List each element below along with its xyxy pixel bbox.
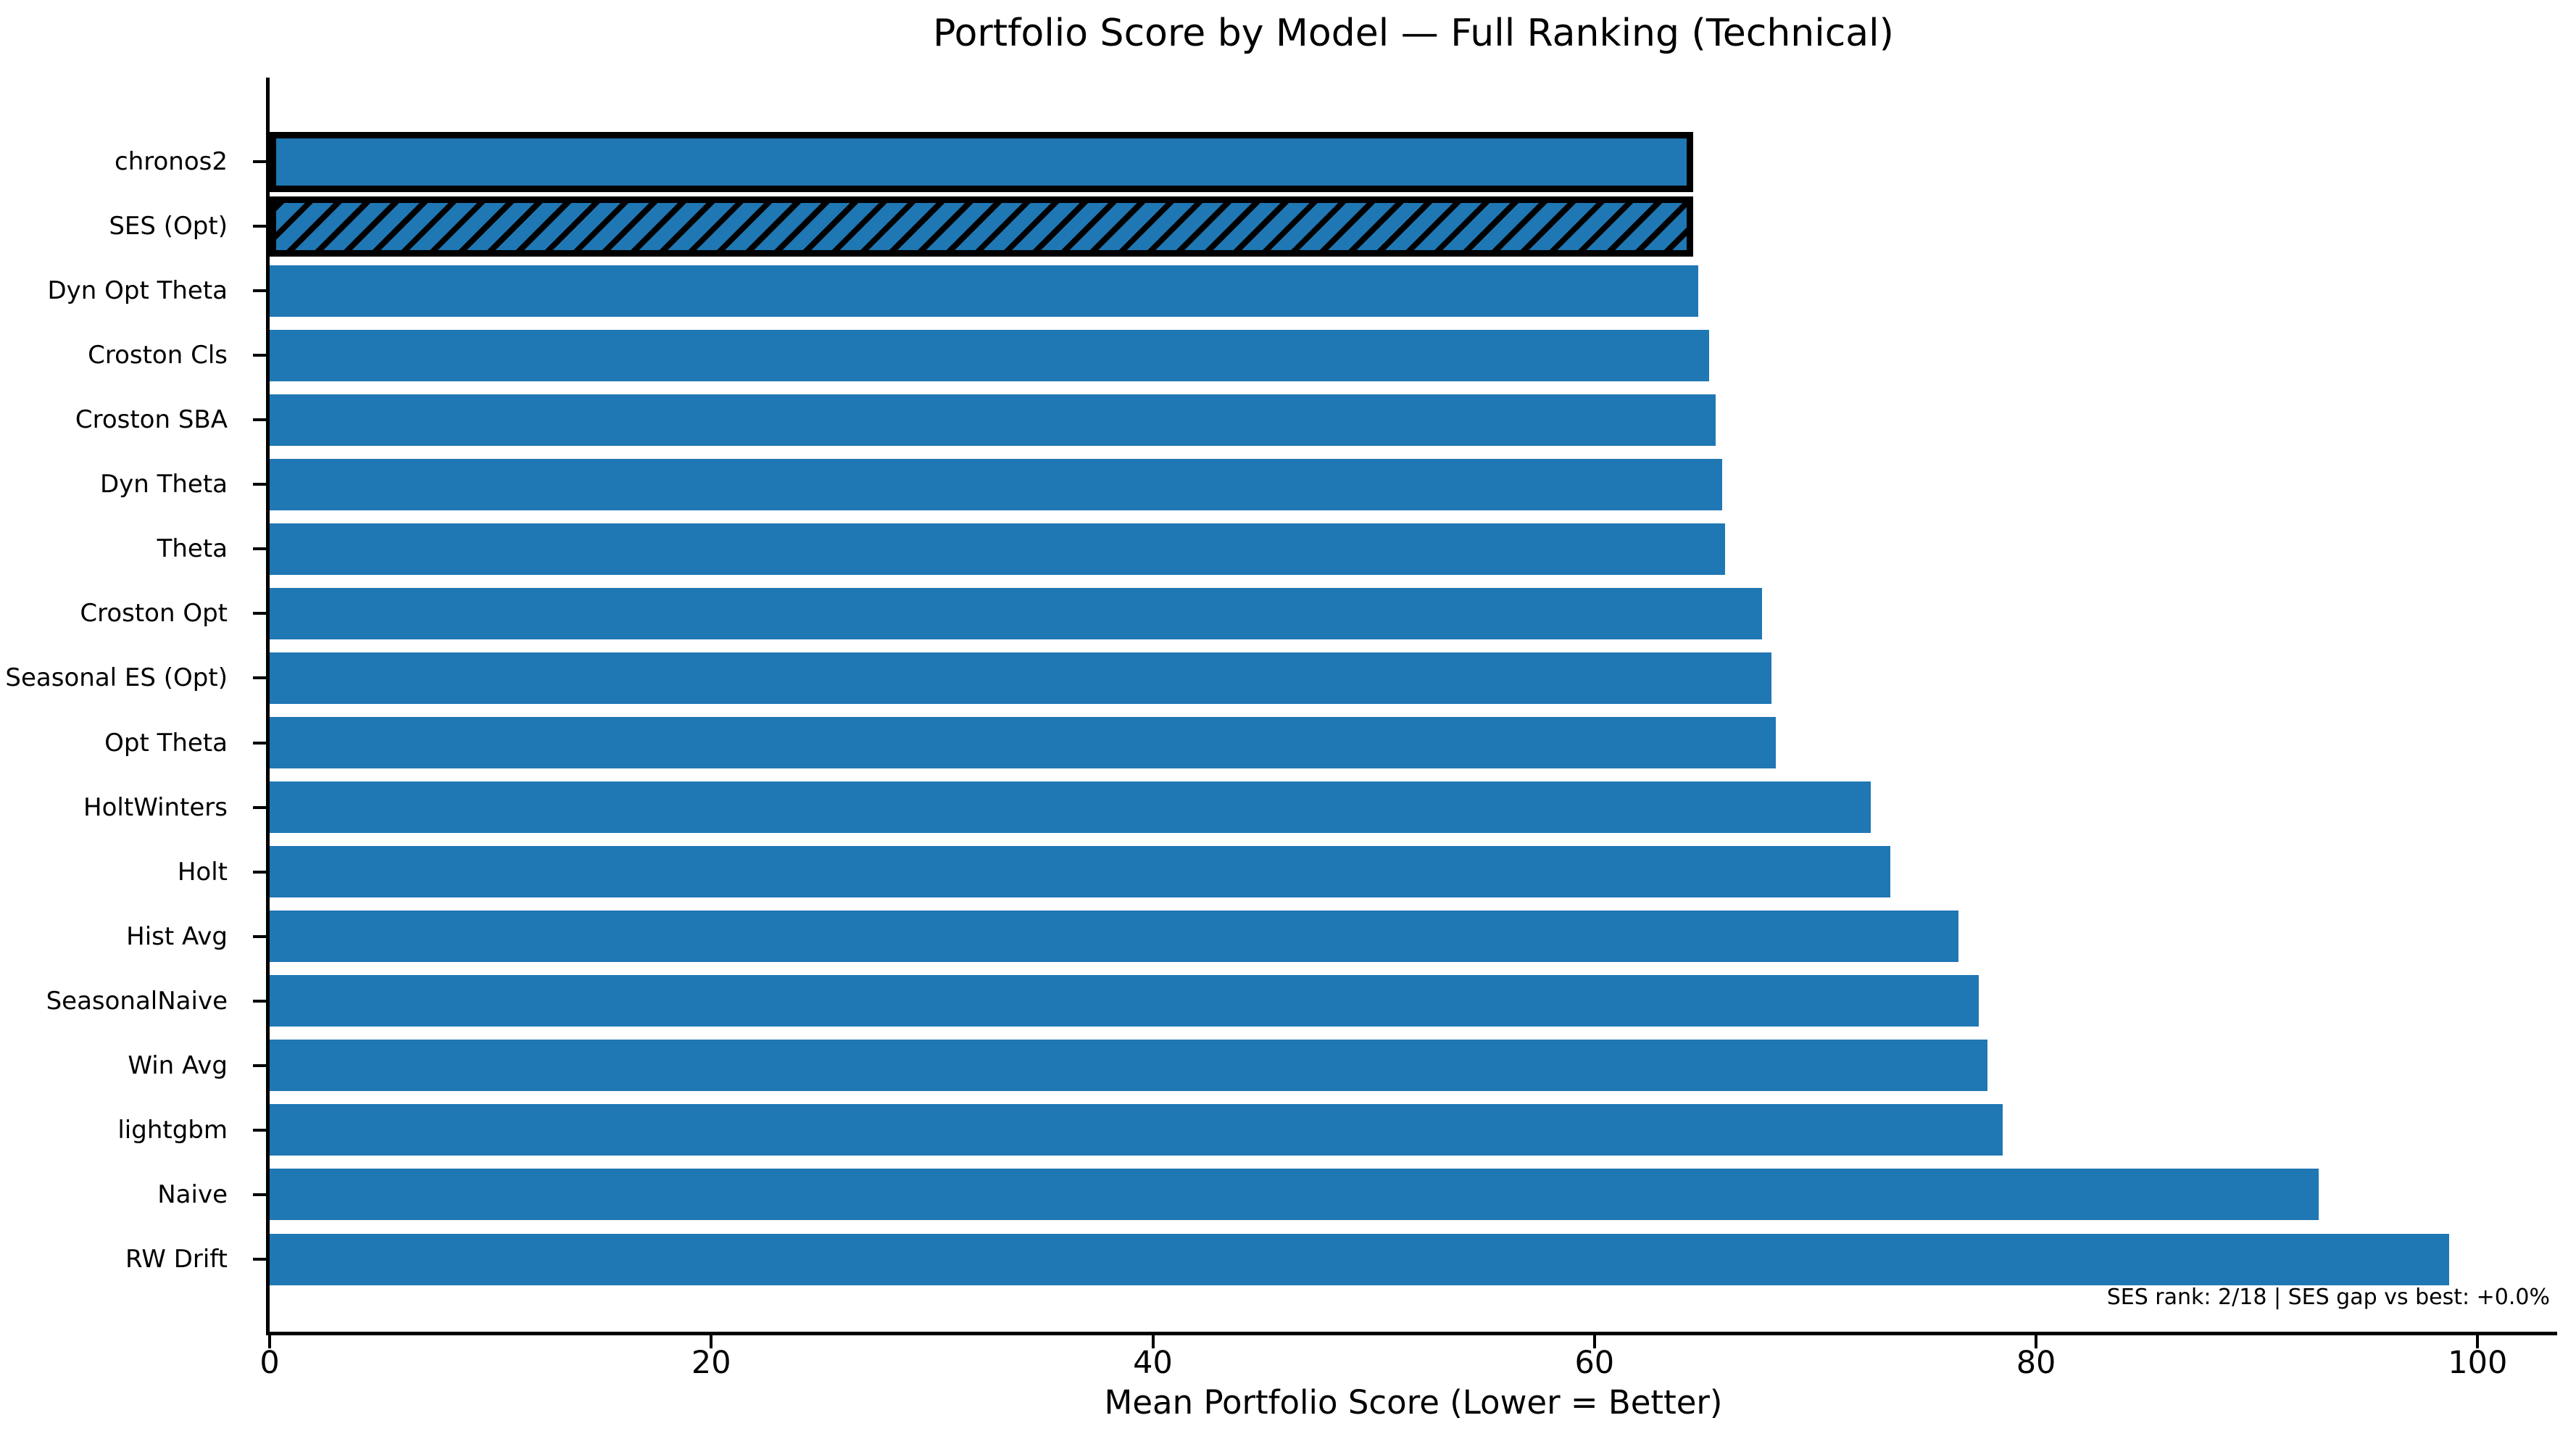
bar-theta	[270, 523, 1725, 575]
y-tick-label-seasonalnaive: SeasonalNaive	[46, 986, 228, 1016]
y-tick-label-lightgbm: lightgbm	[117, 1115, 228, 1145]
y-tick-mark	[253, 225, 266, 228]
x-tick-label-40: 40	[1133, 1345, 1173, 1381]
bar-holt	[270, 846, 1890, 898]
y-tick-label-theta: Theta	[157, 534, 228, 564]
y-tick-label-holt: Holt	[177, 857, 228, 887]
x-axis-title: Mean Portfolio Score (Lower = Better)	[1104, 1383, 1723, 1422]
y-tick-mark	[253, 612, 266, 615]
bar-naive	[270, 1169, 2319, 1221]
bar-seasonal-es-opt	[270, 652, 1771, 704]
y-tick-mark	[253, 354, 266, 357]
x-tick-mark	[268, 1335, 271, 1348]
y-tick-label-opt-theta: Opt Theta	[104, 728, 228, 758]
x-tick-mark	[1592, 1335, 1596, 1348]
x-tick-label-0: 0	[259, 1345, 280, 1381]
chart-title: Portfolio Score by Model — Full Ranking …	[933, 12, 1894, 55]
y-tick-mark	[253, 999, 266, 1003]
bar-ses-opt	[270, 196, 1693, 257]
y-tick-label-croston-cls: Croston Cls	[88, 341, 228, 370]
bar-croston-sba	[270, 394, 1716, 446]
y-tick-mark	[253, 418, 266, 422]
y-tick-mark	[253, 805, 266, 809]
bar-rw-drift	[270, 1233, 2449, 1285]
bar-seasonalnaive	[270, 975, 1979, 1027]
y-tick-label-croston-sba: Croston SBA	[75, 405, 228, 435]
y-tick-mark	[253, 547, 266, 551]
y-tick-label-rw-drift: RW Drift	[125, 1245, 228, 1274]
y-tick-label-croston-opt: Croston Opt	[80, 599, 228, 629]
y-tick-mark	[253, 1193, 266, 1196]
y-tick-mark	[253, 741, 266, 745]
bar-croston-cls	[270, 329, 1709, 381]
x-tick-mark	[710, 1335, 713, 1348]
y-tick-mark	[253, 160, 266, 163]
y-tick-mark	[253, 483, 266, 486]
bar-dyn-opt-theta	[270, 265, 1698, 317]
bar-holtwinters	[270, 781, 1871, 834]
x-tick-label-80: 80	[2016, 1345, 2056, 1381]
y-axis-line	[266, 78, 270, 1335]
y-tick-label-hist-avg: Hist Avg	[126, 921, 228, 951]
y-tick-label-seasonal-es-opt: Seasonal ES (Opt)	[5, 663, 228, 693]
bar-opt-theta	[270, 717, 1776, 769]
y-tick-mark	[253, 1063, 266, 1067]
x-tick-mark	[1151, 1335, 1155, 1348]
x-tick-label-100: 100	[2448, 1345, 2508, 1381]
bar-croston-opt	[270, 587, 1762, 639]
y-tick-mark	[253, 870, 266, 874]
plot-area: chronos2 SES (Opt) Dyn Opt Theta Croston Cl…	[5, 78, 2557, 1381]
y-tick-mark	[253, 934, 266, 938]
y-tick-label-ses-opt: SES (Opt)	[109, 212, 228, 241]
x-tick-label-20: 20	[691, 1345, 731, 1381]
annotation-ses-rank: SES rank: 2/18 | SES gap vs best: +0.0%	[2106, 1285, 2550, 1310]
x-tick-label-60: 60	[1574, 1345, 1615, 1381]
y-tick-mark	[253, 1258, 266, 1261]
bar-dyn-theta	[270, 458, 1722, 510]
y-tick-mark	[253, 289, 266, 293]
y-tick-label-dyn-opt-theta: Dyn Opt Theta	[47, 276, 228, 306]
y-tick-label-win-avg: Win Avg	[128, 1050, 228, 1080]
bar-hist-avg	[270, 911, 1958, 963]
x-tick-mark	[2476, 1335, 2480, 1348]
bar-chronos2	[270, 131, 1693, 192]
y-tick-label-naive: Naive	[157, 1179, 228, 1209]
y-tick-label-chronos2: chronos2	[115, 147, 228, 176]
y-tick-label-holtwinters: HoltWinters	[83, 792, 228, 822]
y-tick-mark	[253, 1128, 266, 1132]
x-tick-mark	[2035, 1335, 2038, 1348]
y-tick-mark	[253, 676, 266, 680]
bar-win-avg	[270, 1040, 1987, 1092]
y-tick-label-dyn-theta: Dyn Theta	[99, 470, 228, 499]
bar-lightgbm	[270, 1104, 2003, 1156]
x-axis-line	[266, 1332, 2557, 1335]
